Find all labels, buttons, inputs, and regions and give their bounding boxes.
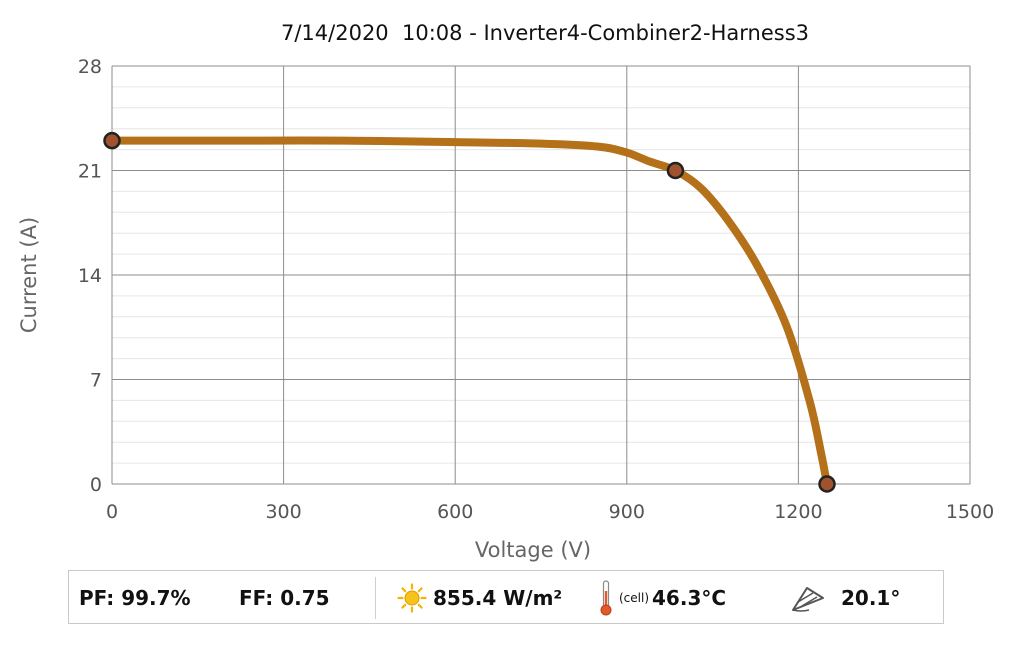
curve-point-marker — [666, 161, 685, 180]
y-tick-label: 14 — [78, 265, 102, 287]
chart-title: 7/14/2020 10:08 - Inverter4-Combiner2-Ha… — [281, 21, 809, 45]
fill-factor-stat: FF: 0.75 — [239, 586, 330, 610]
curve-point-marker — [103, 131, 121, 150]
y-tick-label: 0 — [90, 474, 102, 496]
x-tick-label: 1500 — [946, 501, 994, 523]
y-tick-label: 21 — [78, 161, 102, 183]
power-factor-stat: PF: 99.7% — [79, 586, 191, 610]
x-tick-label: 0 — [106, 501, 118, 523]
tilt-stat: 20.1° — [789, 571, 900, 625]
y-tick-label: 28 — [78, 56, 102, 78]
sun-icon — [397, 583, 427, 613]
x-tick-label: 1200 — [774, 501, 822, 523]
iv-curve-svg: 0 7 14 21 28 0 300 600 900 1200 1500 7/14/2020 10:0… — [17, 21, 994, 562]
cell-temperature-tag: (cell) — [619, 591, 650, 605]
irradiance-stat: 855.4 W/m² — [397, 571, 562, 625]
irradiance-value: 855.4 W/m² — [433, 586, 563, 610]
x-tick-label: 600 — [437, 501, 473, 523]
temperature-stat: (cell) 46.3°C — [599, 571, 726, 625]
x-tick-label: 900 — [609, 501, 645, 523]
iv-curve-chart: 0 7 14 21 28 0 300 600 900 1200 1500 7/14/2020 10:0… — [17, 21, 994, 562]
y-tick-label: 7 — [90, 370, 102, 392]
iv-curve-line — [108, 136, 831, 488]
stats-divider — [375, 577, 376, 619]
y-axis-label: Current (A) — [17, 217, 41, 333]
temperature-value: 46.3°C — [652, 586, 727, 610]
tilt-angle-icon — [789, 582, 827, 614]
curve-point-marker — [818, 475, 836, 493]
tilt-value: 20.1° — [841, 586, 901, 610]
x-tick-label: 300 — [265, 501, 301, 523]
x-axis-label: Voltage (V) — [475, 538, 591, 562]
thermometer-icon — [599, 579, 613, 617]
stats-bar: PF: 99.7% FF: 0.75 855.4 W/m² — [68, 570, 944, 624]
